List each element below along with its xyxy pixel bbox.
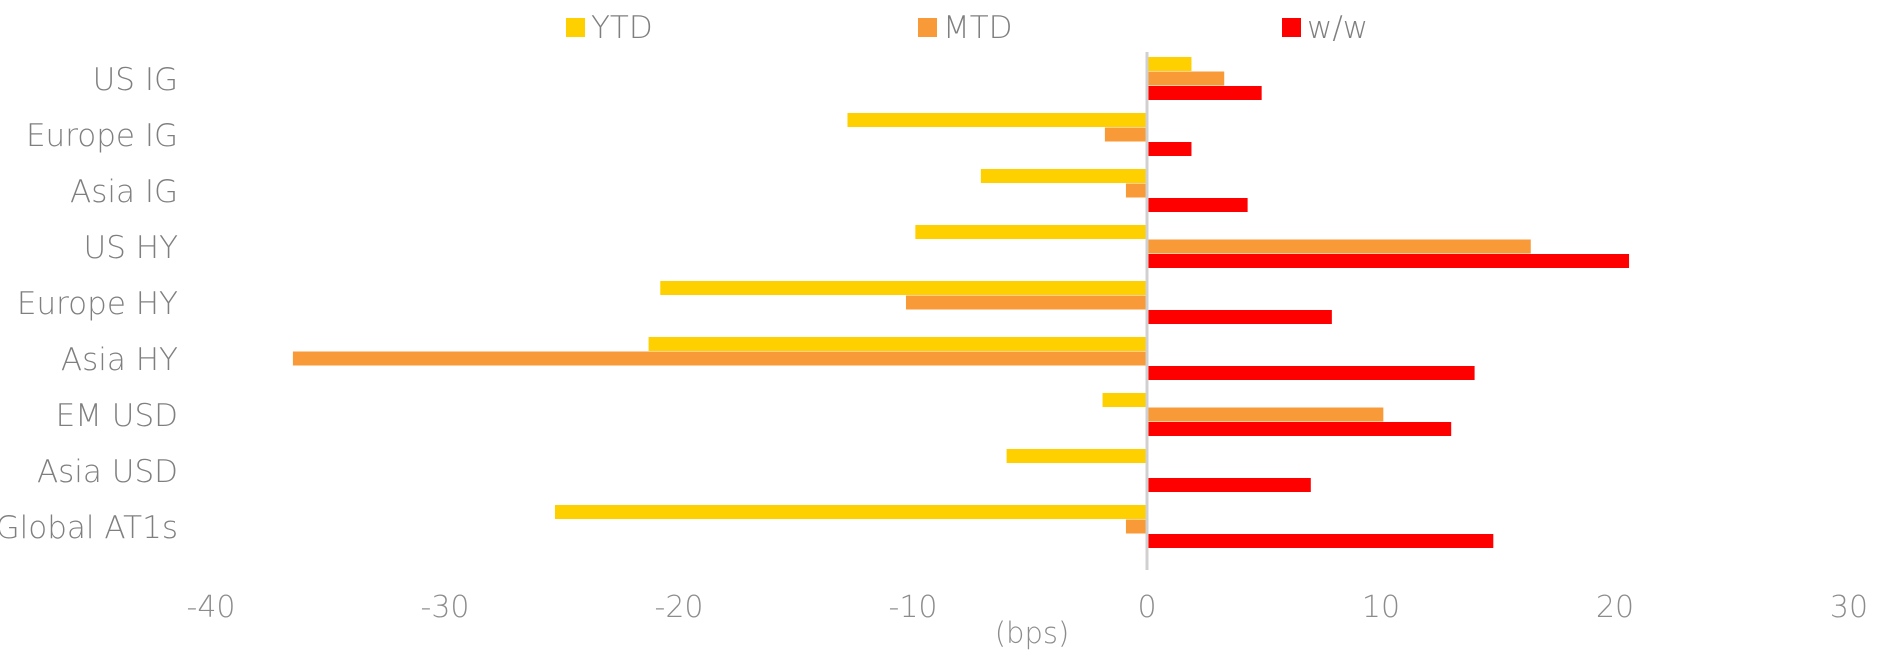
bars-group (292, 57, 1630, 548)
category-label-europe-ig: Europe IG (26, 118, 178, 154)
bar-asia-hy-mtd (292, 351, 1147, 366)
category-label-em-usd: EM USD (56, 398, 178, 434)
bar-us-ig-ytd (1147, 57, 1192, 71)
legend-swatch-w-w (1282, 18, 1301, 37)
bar-em-usd-ytd (1102, 393, 1147, 407)
bar-asia-ig-mtd (1125, 183, 1147, 198)
x-tick-label: -10 (889, 590, 938, 625)
bar-europe-ig-ytd (847, 113, 1147, 127)
bar-em-usd-mtd (1147, 407, 1384, 422)
bar-europe-hy-w-w (1147, 310, 1332, 324)
legend: YTD MTD w/w (566, 10, 1368, 46)
x-tick-label: 0 (1137, 590, 1156, 625)
x-axis-title: (bps) (995, 616, 1070, 650)
category-labels: US IG Europe IG Asia IG US HY Europe HY Asia … (0, 62, 178, 546)
category-label-global-at1s: Global AT1s (0, 510, 178, 546)
bar-asia-ig-w-w (1147, 198, 1248, 212)
x-tick-label: 30 (1830, 590, 1868, 625)
bar-asia-hy-w-w (1147, 366, 1475, 380)
bar-us-hy-mtd (1147, 239, 1531, 254)
bar-europe-hy-mtd (905, 295, 1147, 310)
bar-europe-ig-w-w (1147, 142, 1192, 156)
x-axis-tick-labels: -40 -30 -20 -10 0 10 20 30 (187, 590, 1869, 625)
bar-asia-usd-ytd (1006, 449, 1147, 463)
x-tick-label: 20 (1596, 590, 1634, 625)
category-label-asia-ig: Asia IG (70, 174, 178, 210)
bar-europe-hy-ytd (660, 281, 1147, 295)
x-tick-label: -40 (187, 590, 236, 625)
category-label-asia-usd: Asia USD (37, 454, 178, 490)
bar-asia-ig-ytd (980, 169, 1147, 183)
bar-em-usd-w-w (1147, 422, 1452, 436)
bar-global-at1s-w-w (1147, 534, 1494, 548)
bar-europe-ig-mtd (1104, 127, 1147, 142)
category-label-asia-hy: Asia HY (61, 342, 178, 378)
legend-label-ytd: YTD (591, 10, 653, 46)
bar-asia-hy-ytd (648, 337, 1147, 351)
legend-label-mtd: MTD (943, 10, 1013, 46)
bar-us-hy-w-w (1147, 254, 1630, 268)
x-tick-label: -30 (421, 590, 470, 625)
legend-swatch-ytd (566, 18, 585, 37)
bar-global-at1s-mtd (1125, 519, 1147, 534)
x-tick-label: 10 (1362, 590, 1400, 625)
bar-us-ig-w-w (1147, 86, 1262, 100)
category-label-us-ig: US IG (93, 62, 178, 98)
bar-us-ig-mtd (1147, 71, 1225, 86)
legend-swatch-mtd (918, 18, 937, 37)
category-label-europe-hy: Europe HY (17, 286, 178, 322)
bar-us-hy-ytd (915, 225, 1147, 239)
bar-asia-usd-w-w (1147, 478, 1311, 492)
legend-label-w-w: w/w (1307, 10, 1368, 46)
bar-global-at1s-ytd (554, 505, 1147, 519)
x-tick-label: -20 (655, 590, 704, 625)
category-label-us-hy: US HY (84, 230, 179, 266)
